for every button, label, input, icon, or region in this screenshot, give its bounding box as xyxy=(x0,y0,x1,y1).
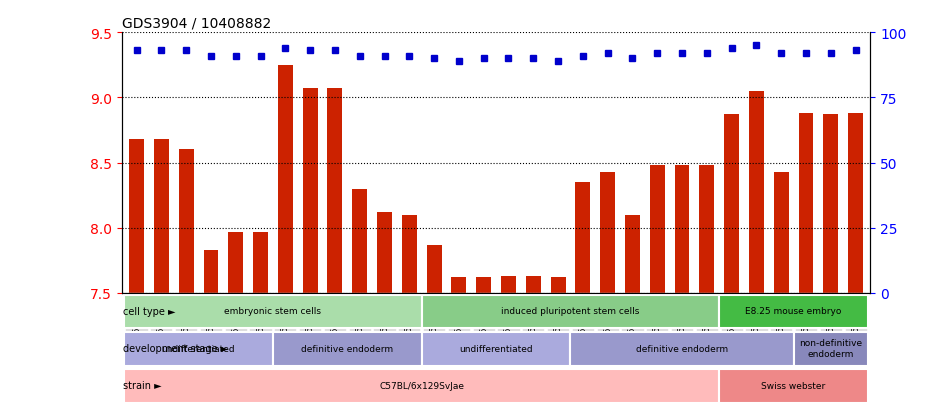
Text: embryonic stem cells: embryonic stem cells xyxy=(225,306,321,316)
Bar xyxy=(699,166,714,293)
Bar xyxy=(824,115,839,293)
Bar xyxy=(724,115,739,293)
Text: non-definitive
endoderm: non-definitive endoderm xyxy=(799,339,862,358)
Bar xyxy=(228,232,243,293)
Bar xyxy=(650,166,665,293)
Bar xyxy=(749,92,764,293)
Bar xyxy=(278,66,293,293)
Text: strain ►: strain ► xyxy=(123,380,162,390)
Text: undifferentiated: undifferentiated xyxy=(460,344,533,353)
Bar xyxy=(476,278,491,293)
Bar xyxy=(600,172,615,293)
FancyBboxPatch shape xyxy=(570,332,794,366)
FancyBboxPatch shape xyxy=(794,332,868,366)
Bar xyxy=(352,189,367,293)
Bar xyxy=(451,278,466,293)
Bar xyxy=(154,140,168,293)
Text: development stage ►: development stage ► xyxy=(123,343,228,353)
FancyBboxPatch shape xyxy=(124,369,719,403)
Bar xyxy=(576,183,591,293)
Bar xyxy=(377,213,392,293)
Bar xyxy=(302,89,317,293)
Text: Swiss webster: Swiss webster xyxy=(762,381,826,390)
Bar xyxy=(798,114,813,293)
Bar xyxy=(402,215,417,293)
Bar xyxy=(203,250,218,293)
FancyBboxPatch shape xyxy=(124,332,273,366)
Bar xyxy=(427,245,442,293)
FancyBboxPatch shape xyxy=(719,369,868,403)
Bar xyxy=(253,232,268,293)
Bar xyxy=(848,114,863,293)
Text: definitive endoderm: definitive endoderm xyxy=(301,344,393,353)
Text: E8.25 mouse embryo: E8.25 mouse embryo xyxy=(745,306,841,316)
Bar xyxy=(526,276,541,293)
FancyBboxPatch shape xyxy=(273,332,422,366)
Text: definitive endoderm: definitive endoderm xyxy=(636,344,728,353)
Text: induced pluripotent stem cells: induced pluripotent stem cells xyxy=(502,306,639,316)
Bar xyxy=(501,276,516,293)
Text: cell type ►: cell type ► xyxy=(123,306,175,316)
FancyBboxPatch shape xyxy=(422,295,719,329)
Bar xyxy=(328,89,343,293)
FancyBboxPatch shape xyxy=(719,295,868,329)
Text: C57BL/6x129SvJae: C57BL/6x129SvJae xyxy=(379,381,464,390)
Bar xyxy=(675,166,690,293)
Bar xyxy=(625,215,640,293)
Text: GDS3904 / 10408882: GDS3904 / 10408882 xyxy=(122,17,271,31)
Bar xyxy=(774,172,789,293)
Bar xyxy=(179,150,194,293)
FancyBboxPatch shape xyxy=(124,295,422,329)
Bar xyxy=(550,278,565,293)
Text: undifferentiated: undifferentiated xyxy=(162,344,235,353)
FancyBboxPatch shape xyxy=(422,332,570,366)
Bar xyxy=(129,140,144,293)
